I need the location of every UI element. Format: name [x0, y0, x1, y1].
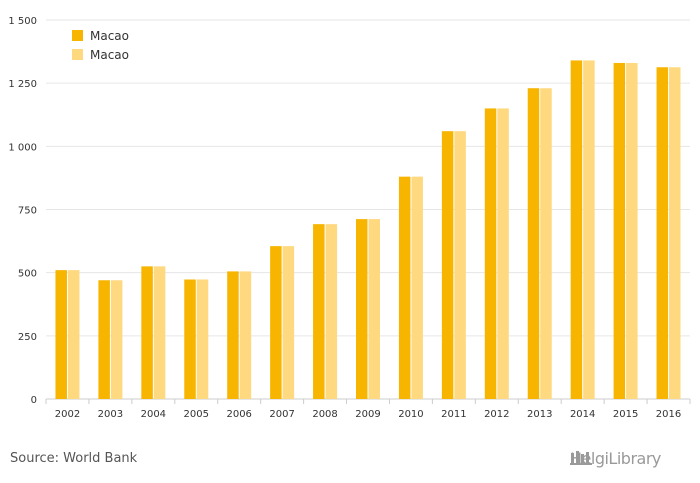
bar: [227, 271, 239, 399]
bar: [441, 131, 454, 399]
y-tick-label: 750: [18, 206, 37, 217]
bar: [325, 224, 338, 399]
bar: [540, 88, 552, 399]
bar: [656, 67, 669, 400]
x-tick-label: 2009: [355, 409, 380, 420]
bar: [570, 60, 583, 399]
bar: [67, 270, 80, 399]
y-tick-label: 250: [18, 332, 37, 343]
x-tick-label: 2010: [398, 409, 423, 420]
bar: [282, 246, 295, 399]
x-tick-label: 2011: [441, 409, 466, 420]
x-tick-label: 2006: [226, 409, 251, 420]
x-tick-label: 2015: [613, 409, 638, 420]
bar: [270, 246, 282, 399]
x-tick-label: 2016: [656, 409, 681, 420]
x-tick-label: 2012: [484, 409, 509, 420]
bar: [527, 88, 540, 399]
bar: [196, 279, 209, 399]
x-tick-label: 2005: [184, 409, 209, 420]
bar: [484, 108, 497, 399]
y-tick-label: 1 500: [8, 16, 37, 27]
x-tick-label: 2003: [98, 409, 123, 420]
y-tick-label: 0: [31, 395, 37, 406]
bar: [411, 176, 423, 399]
bar: [583, 60, 595, 399]
legend-label: Macao: [90, 48, 129, 62]
x-tick-label: 2007: [269, 409, 294, 420]
bar: [356, 219, 368, 399]
legend-swatch: [72, 49, 83, 60]
library-icon: [570, 451, 592, 465]
brand-name: HelgiLibrary: [570, 449, 661, 468]
bar: [497, 108, 509, 399]
x-tick-label: 2014: [570, 409, 595, 420]
bar: [368, 219, 380, 399]
bar: [239, 271, 252, 399]
x-tick-label: 2008: [312, 409, 337, 420]
x-tick-label: 2002: [55, 409, 80, 420]
x-tick-label: 2013: [527, 409, 552, 420]
bar: [613, 62, 626, 399]
legend-swatch: [72, 30, 83, 41]
bar: [454, 131, 466, 399]
y-tick-label: 1 250: [8, 79, 37, 90]
bar: [141, 266, 153, 399]
bar: [110, 280, 123, 399]
brand-logo[interactable]: HelgiLibrary: [570, 449, 661, 468]
bar: [184, 279, 196, 399]
y-tick-label: 500: [18, 269, 37, 280]
bar: [669, 67, 681, 400]
legend-label: Macao: [90, 29, 129, 43]
bar: [626, 62, 638, 399]
x-tick-label: 2004: [141, 409, 166, 420]
bar: [55, 270, 67, 399]
bar: [313, 224, 325, 399]
y-tick-label: 1 000: [8, 142, 37, 153]
source-note: Source: World Bank: [10, 451, 138, 466]
bar: [398, 176, 411, 399]
bar: [153, 266, 166, 399]
bar: [98, 280, 110, 399]
